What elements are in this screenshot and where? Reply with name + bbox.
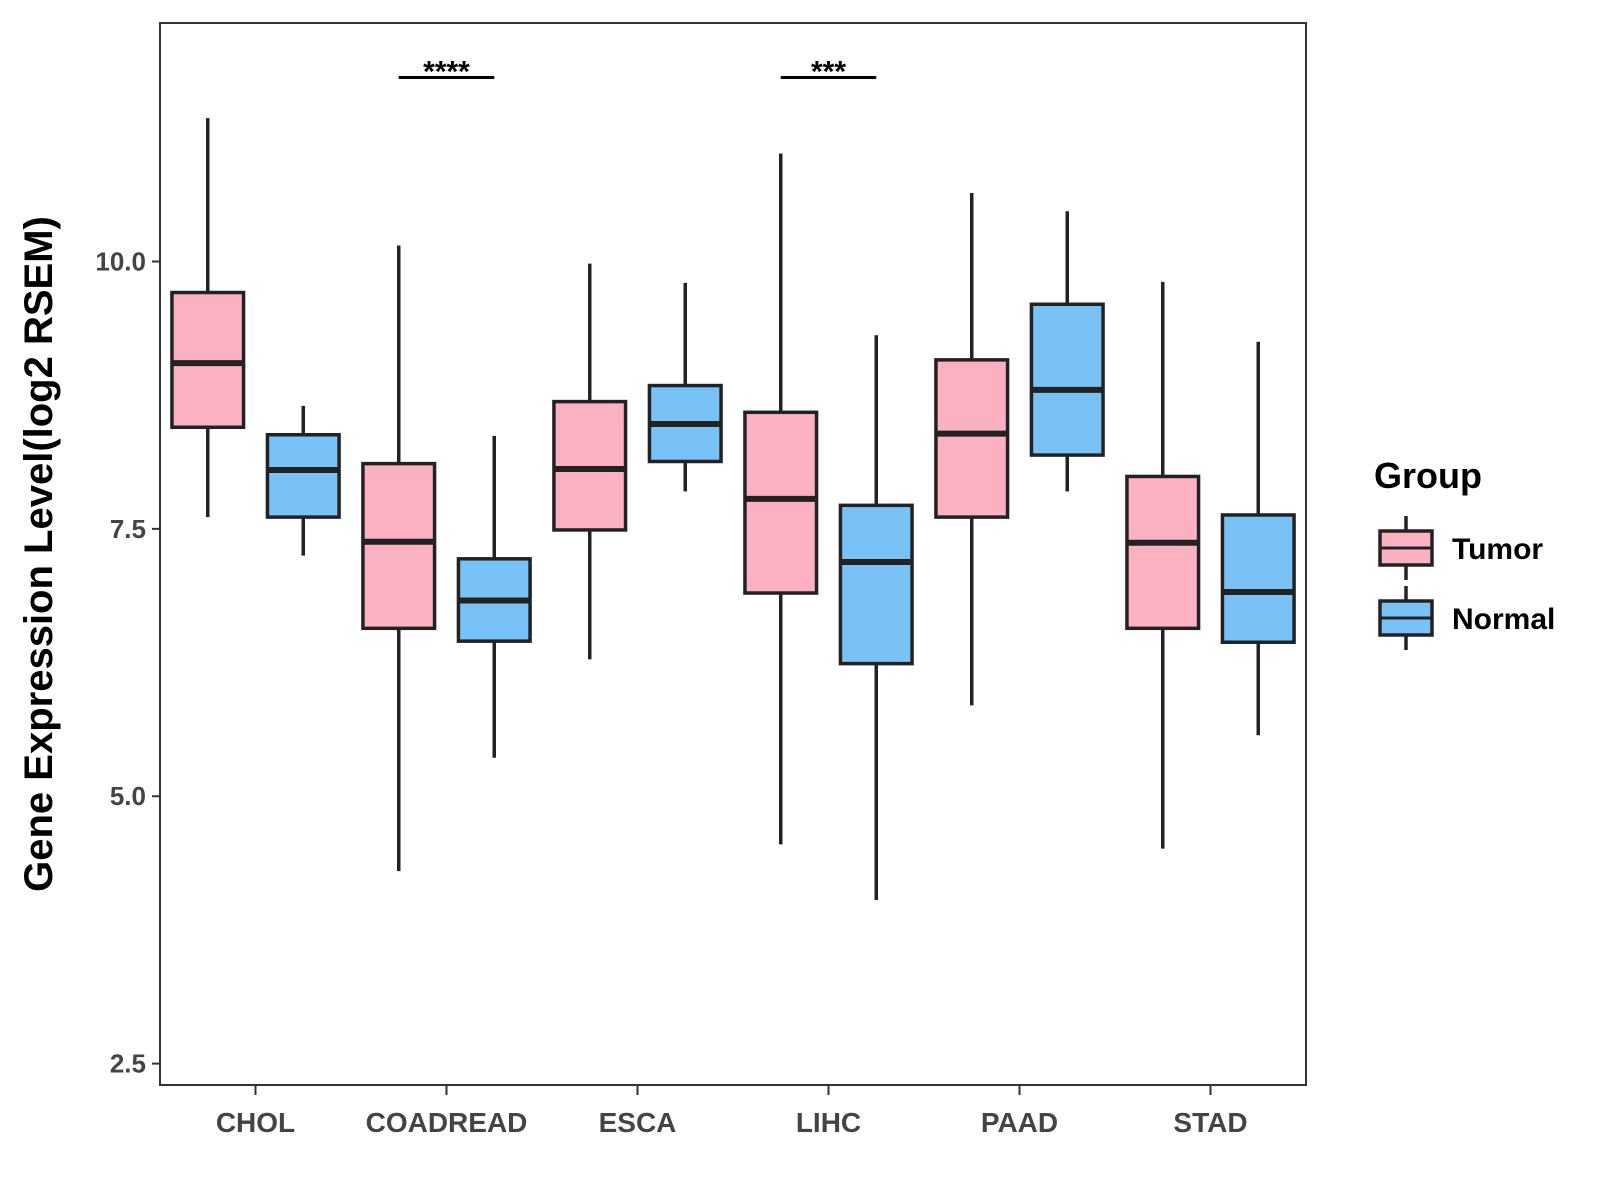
iqr-box — [1125, 474, 1201, 631]
box-tumor — [934, 193, 1010, 706]
box-tumor — [552, 263, 628, 660]
iqr-box — [838, 503, 914, 666]
x-tick-label: COADREAD — [366, 1107, 528, 1138]
legend-label-normal: Normal — [1452, 603, 1555, 636]
x-tick-label: LIHC — [796, 1107, 861, 1138]
iqr-box — [743, 410, 819, 595]
iqr-box — [934, 358, 1010, 519]
plot-panel — [159, 22, 1307, 1086]
box-normal — [1029, 211, 1105, 492]
y-axis-title: Gene Expression Level(log2 RSEM) — [17, 216, 61, 892]
iqr-box — [1220, 513, 1296, 644]
y-tick-label: 5.0 — [110, 781, 146, 811]
iqr-box — [170, 290, 246, 430]
box-normal — [1220, 341, 1296, 736]
box-tumor — [170, 118, 246, 518]
box-tumor — [361, 245, 437, 872]
y-tick-label: 7.5 — [110, 514, 146, 544]
iqr-box — [361, 461, 437, 631]
significance-label: *** — [811, 56, 846, 89]
box-normal — [647, 282, 723, 492]
x-tick-label: PAAD — [981, 1107, 1058, 1138]
y-tick-label: 10.0 — [95, 246, 146, 276]
box-tumor — [1125, 281, 1201, 849]
x-tick-label: ESCA — [599, 1107, 677, 1138]
box-normal — [838, 335, 914, 900]
x-tick-label: CHOL — [216, 1107, 295, 1138]
significance-annotations: **** *** — [398, 56, 877, 89]
iqr-box — [265, 433, 341, 519]
legend-title: Group — [1374, 455, 1482, 496]
x-axis: CHOL COADREAD ESCA LIHC PAAD STAD — [216, 1085, 1248, 1138]
x-tick-label: STAD — [1173, 1107, 1247, 1138]
significance-label: **** — [423, 56, 470, 89]
iqr-box — [552, 399, 628, 532]
box-tumor — [743, 153, 819, 845]
box-normal — [456, 435, 532, 758]
box-normal — [265, 405, 341, 556]
y-axis: 2.5 5.0 7.5 10.0 — [95, 246, 160, 1079]
legend-label-tumor: Tumor — [1452, 533, 1543, 566]
box-layer — [170, 118, 1296, 900]
y-tick-label: 2.5 — [110, 1049, 146, 1079]
legend: Group Tumor Normal — [1374, 455, 1555, 650]
iqr-box — [1029, 302, 1105, 457]
